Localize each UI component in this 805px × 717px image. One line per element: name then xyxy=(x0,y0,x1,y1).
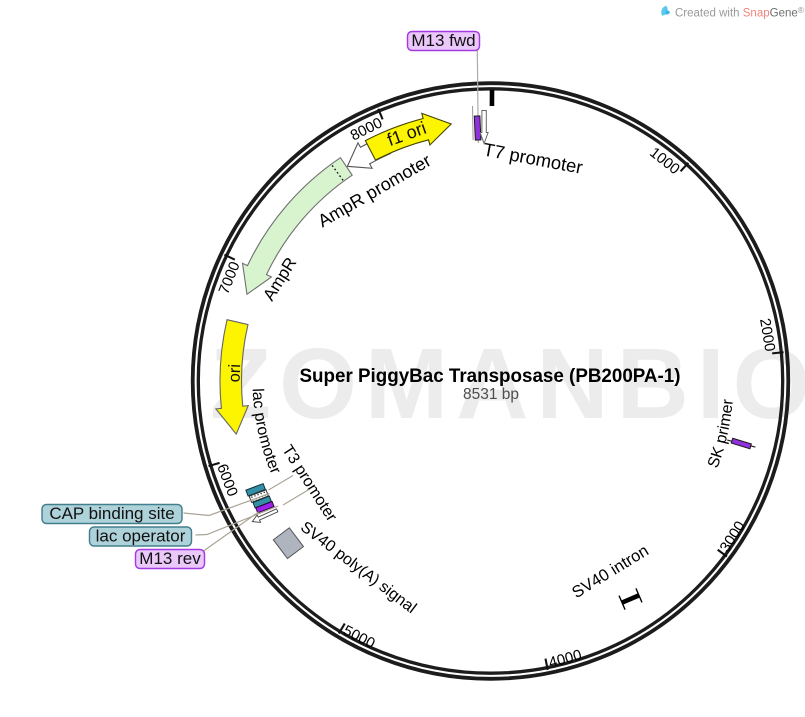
svg-text:Super PiggyBac Transposase (PB: Super PiggyBac Transposase (PB200PA-1) xyxy=(300,366,681,387)
svg-text:M13 rev: M13 rev xyxy=(139,549,201,568)
svg-text:M13 fwd: M13 fwd xyxy=(411,31,475,50)
svg-text:8531 bp: 8531 bp xyxy=(463,386,519,403)
svg-text:ori: ori xyxy=(226,364,245,383)
svg-text:CAP binding site: CAP binding site xyxy=(49,504,174,523)
svg-text:Created with SnapGene®: Created with SnapGene® xyxy=(675,5,805,20)
svg-text:lac operator: lac operator xyxy=(96,527,186,546)
